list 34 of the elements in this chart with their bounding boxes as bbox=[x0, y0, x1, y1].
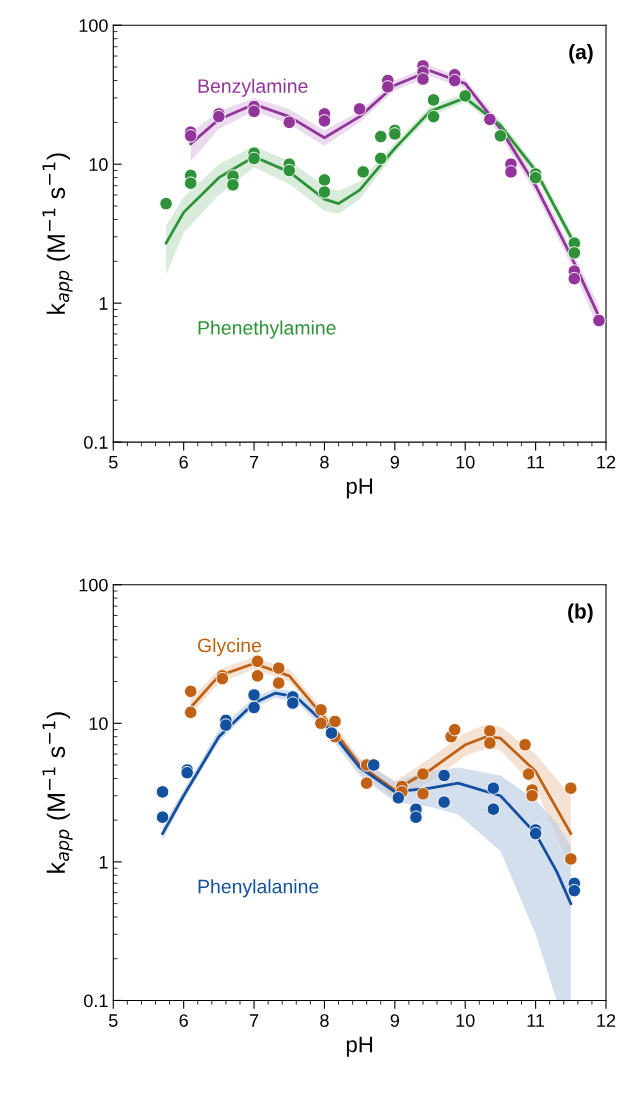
x-tick-label: 9 bbox=[390, 455, 399, 469]
x-tick-label: 6 bbox=[179, 455, 188, 469]
y-axis-title: k$_{app}$ (M$^{−1}$ s$^{−1}$) bbox=[42, 712, 73, 873]
y-axis-title: k$_{app}$ (M$^{−1}$ s$^{−1}$) bbox=[42, 153, 73, 314]
x-tick-label: 8 bbox=[320, 455, 329, 469]
x-tick-label: 7 bbox=[249, 1014, 259, 1027]
x-tick-label: 8 bbox=[320, 1014, 329, 1027]
y-tick-label: 10 bbox=[89, 717, 108, 731]
x-tick-label: 6 bbox=[179, 1014, 188, 1027]
annotation: (b) bbox=[568, 603, 593, 623]
y-tick-label: 1 bbox=[99, 297, 108, 310]
x-tick-label: 12 bbox=[597, 455, 616, 469]
text: Phenylalanine bbox=[198, 879, 319, 898]
series-label: Glycine bbox=[198, 638, 262, 657]
x-tick-label: 11 bbox=[527, 455, 545, 469]
y-tick-label: 1 bbox=[99, 856, 108, 869]
y-tick-label: 0.1 bbox=[84, 994, 108, 1008]
x-axis-title: pH bbox=[346, 1036, 373, 1057]
x-tick-label: 7 bbox=[249, 455, 259, 469]
x-tick-label: 10 bbox=[456, 1014, 475, 1027]
x-tick-label: 10 bbox=[456, 455, 475, 469]
x-tick-label: 11 bbox=[527, 1014, 545, 1027]
series-label: Benzylamine bbox=[198, 78, 308, 97]
text: Phenethylamine bbox=[198, 320, 336, 339]
y-tick-label: 0.1 bbox=[84, 436, 108, 449]
annotation: (a) bbox=[569, 43, 593, 64]
y-tick-label: 10 bbox=[89, 158, 108, 171]
x-tick-label: 12 bbox=[597, 1014, 616, 1027]
x-tick-label: 5 bbox=[108, 1014, 118, 1027]
x-tick-label: 9 bbox=[390, 1014, 399, 1027]
x-axis-title: pH bbox=[346, 478, 373, 499]
y-tick-label: 100 bbox=[79, 578, 108, 592]
y-tick-label: 100 bbox=[79, 19, 108, 32]
x-tick-label: 5 bbox=[108, 455, 118, 469]
